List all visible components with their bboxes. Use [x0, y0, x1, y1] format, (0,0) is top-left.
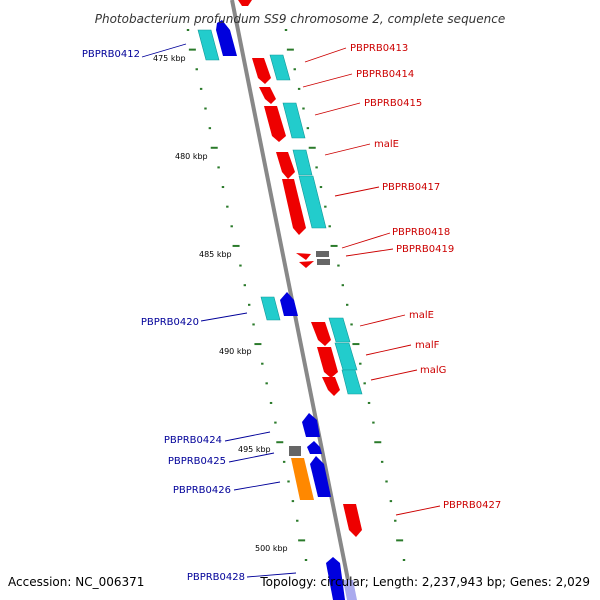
gene-pbprb0413[interactable] — [252, 58, 271, 84]
gene-label-pbprb0413[interactable]: PBPRB0413 — [350, 43, 408, 54]
gene-labels: PBPRB0412 PBPRB0413 PBPRB0414 PBPRB0415 … — [82, 43, 501, 583]
gene-pbprb0417-cyan[interactable] — [298, 175, 327, 229]
gene-label-pbprb0424[interactable]: PBPRB0424 — [164, 435, 222, 446]
gene-gray-2[interactable] — [317, 259, 330, 265]
gene-malg-cyan[interactable] — [341, 369, 363, 395]
gene-pbprb0415[interactable] — [264, 106, 286, 142]
gene-pbprb0414[interactable] — [259, 87, 276, 104]
gene-features — [197, 0, 363, 600]
gene-label-pbprb0426[interactable]: PBPRB0426 — [173, 485, 231, 496]
gene-label-pbprb0428[interactable]: PBPRB0428 — [187, 572, 245, 583]
gene-pbprb0417[interactable] — [282, 179, 306, 235]
gene-label-pbprb0419[interactable]: PBPRB0419 — [396, 244, 454, 255]
gene-pbprb0418[interactable] — [296, 253, 311, 260]
gene-label-pbprb0418[interactable]: PBPRB0418 — [392, 227, 450, 238]
gene-label-male-1[interactable]: malE — [374, 139, 399, 150]
gene-male-2[interactable] — [311, 322, 331, 346]
scale-label-490: 490 kbp — [219, 347, 252, 356]
scale-label-500: 500 kbp — [255, 544, 288, 553]
scale-label-485: 485 kbp — [199, 250, 232, 259]
gene-malf-cyan[interactable] — [334, 342, 358, 371]
gene-pbprb0425-gray[interactable] — [289, 446, 301, 456]
gene-label-malf[interactable]: malF — [415, 340, 440, 351]
gene-pbprb0415-cyan[interactable] — [282, 102, 306, 139]
gene-label-pbprb0425[interactable]: PBPRB0425 — [168, 456, 226, 467]
scale-label-480: 480 kbp — [175, 152, 208, 161]
tick-marks — [186, 29, 406, 561]
gene-male-2-cyan[interactable] — [328, 317, 351, 343]
gene-label-pbprb0414[interactable]: PBPRB0414 — [356, 69, 414, 80]
scale-label-495: 495 kbp — [238, 445, 271, 454]
gene-label-pbprb0420[interactable]: PBPRB0420 — [141, 317, 199, 328]
gene-label-malg[interactable]: malG — [420, 365, 446, 376]
gene-pbprb0428-light[interactable] — [343, 580, 357, 600]
gene-male-1-cyan[interactable] — [292, 149, 313, 176]
gene-pbprb0424[interactable] — [302, 413, 320, 437]
gene-label-male-2[interactable]: malE — [409, 310, 434, 321]
leader-lines — [141, 43, 441, 578]
accession-text: Accession: NC_006371 — [8, 575, 144, 589]
scale-labels: 475 kbp 480 kbp 485 kbp 490 kbp 495 kbp … — [153, 54, 288, 553]
gene-malf[interactable] — [317, 347, 338, 378]
gene-gray-1[interactable] — [316, 251, 329, 257]
gene-pbprb0428[interactable] — [326, 557, 345, 600]
gene-label-pbprb0415[interactable]: PBPRB0415 — [364, 98, 422, 109]
gene-pbprb0412-cyan[interactable] — [197, 29, 220, 61]
gene-label-pbprb0412[interactable]: PBPRB0412 — [82, 49, 140, 60]
gene-pbprb0420[interactable] — [280, 292, 298, 316]
gene-male-1[interactable] — [276, 152, 295, 179]
gene-pbprb0420-cyan[interactable] — [260, 296, 281, 321]
map-title: Photobacterium profundum SS9 chromosome … — [95, 12, 506, 26]
gene-pbprb0425[interactable] — [307, 441, 322, 454]
gene-label-pbprb0427[interactable]: PBPRB0427 — [443, 500, 501, 511]
gene-malg[interactable] — [322, 377, 340, 396]
scale-label-475: 475 kbp — [153, 54, 186, 63]
summary-text: Topology: circular; Length: 2,237,943 bp… — [259, 575, 590, 589]
gene-pbprb0426-orange[interactable] — [291, 458, 314, 500]
gene-label-pbprb0417[interactable]: PBPRB0417 — [382, 182, 440, 193]
gene-pbprb0426[interactable] — [310, 456, 331, 497]
gene-pbprb0412[interactable] — [216, 20, 237, 56]
gene-pbprb0419[interactable] — [299, 261, 314, 268]
gene-pbprb0413-cyan[interactable] — [269, 54, 291, 81]
gene-top-partial[interactable] — [238, 0, 252, 6]
gene-pbprb0427[interactable] — [343, 504, 362, 537]
